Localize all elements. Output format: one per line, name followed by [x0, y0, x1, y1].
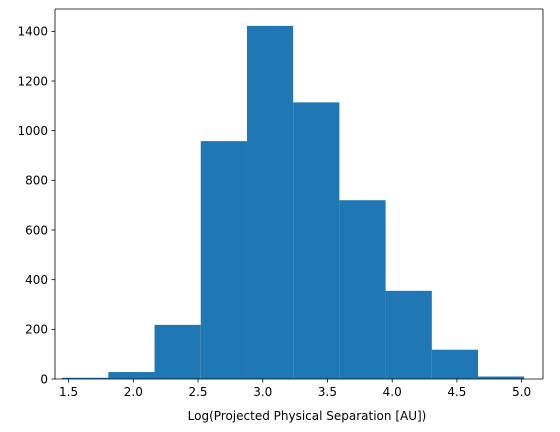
- x-axis-label: Log(Projected Physical Separation [AU]): [188, 409, 427, 423]
- histogram-bar: [108, 372, 155, 379]
- histogram-bar: [385, 290, 432, 379]
- x-tick-label: 4.0: [383, 385, 402, 399]
- x-tick-label: 2.0: [124, 385, 143, 399]
- axes-frame: [54, 8, 544, 380]
- histogram-bar: [246, 25, 294, 380]
- histogram-bar: [478, 376, 525, 379]
- y-tick-label: 1400: [17, 25, 48, 39]
- x-tick-label: 2.5: [188, 385, 207, 399]
- x-tick-label: 4.5: [447, 385, 466, 399]
- histogram-bar: [200, 141, 247, 379]
- histogram-bar: [293, 102, 340, 379]
- y-tick-label: 800: [25, 174, 48, 188]
- y-tick-label: 600: [25, 223, 48, 237]
- histogram-bar: [154, 324, 201, 379]
- y-axis-ticks: 0 200 400 600 800 1000 1200 1400: [17, 25, 55, 386]
- histogram-bar: [339, 200, 386, 379]
- histogram-bar: [62, 377, 109, 379]
- y-tick-label: 400: [25, 273, 48, 287]
- histogram-bars: [62, 25, 525, 380]
- y-tick-label: 0: [40, 372, 48, 386]
- y-tick-label: 200: [25, 323, 48, 337]
- y-tick-label: 1000: [17, 124, 48, 138]
- histogram-bar: [431, 349, 479, 379]
- x-tick-label: 5.0: [512, 385, 531, 399]
- x-tick-label: 3.5: [318, 385, 337, 399]
- x-tick-label: 1.5: [59, 385, 78, 399]
- x-axis-ticks: 1.5 2.0 2.5 3.0 3.5 4.0 4.5 5.0: [59, 379, 531, 399]
- y-tick-label: 1200: [17, 74, 48, 88]
- x-tick-label: 3.0: [253, 385, 272, 399]
